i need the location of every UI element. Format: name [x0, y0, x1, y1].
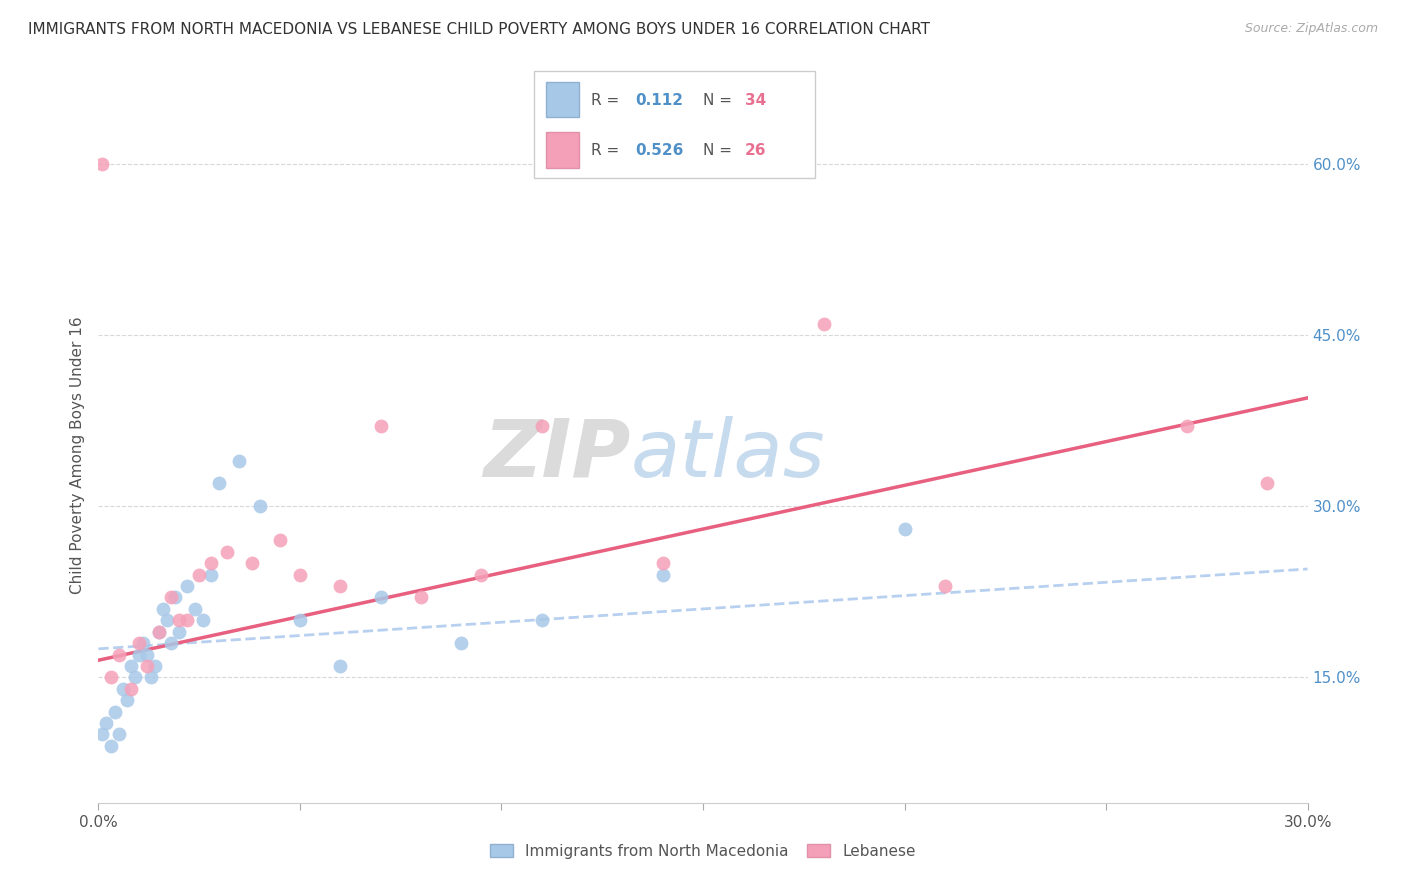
Point — [103, 705, 125, 719]
Point — [409, 591, 432, 605]
Point — [651, 567, 673, 582]
Y-axis label: Child Poverty Among Boys Under 16: Child Poverty Among Boys Under 16 — [69, 316, 84, 594]
Point — [132, 636, 155, 650]
Point — [329, 659, 352, 673]
Point — [934, 579, 956, 593]
Text: N =: N = — [703, 143, 737, 158]
Text: Source: ZipAtlas.com: Source: ZipAtlas.com — [1244, 22, 1378, 36]
Point — [1175, 419, 1198, 434]
Point — [120, 681, 142, 696]
Legend: Immigrants from North Macedonia, Lebanese: Immigrants from North Macedonia, Lebanes… — [484, 838, 922, 864]
Text: 26: 26 — [745, 143, 766, 158]
Point — [111, 681, 134, 696]
Point — [329, 579, 352, 593]
Point — [370, 419, 392, 434]
Point — [128, 648, 150, 662]
Point — [100, 739, 122, 753]
Text: R =: R = — [591, 143, 624, 158]
FancyBboxPatch shape — [534, 71, 815, 178]
Point — [269, 533, 291, 548]
Point — [107, 648, 129, 662]
Point — [193, 613, 215, 627]
Point — [96, 715, 118, 730]
Bar — [546, 132, 579, 168]
Point — [167, 624, 190, 639]
Point — [115, 693, 138, 707]
Point — [530, 613, 553, 627]
Point — [217, 545, 239, 559]
Point — [188, 567, 211, 582]
Point — [288, 613, 311, 627]
Point — [91, 157, 114, 171]
Point — [228, 453, 250, 467]
Text: atlas: atlas — [630, 416, 825, 494]
Point — [200, 567, 222, 582]
Point — [167, 613, 190, 627]
Point — [530, 419, 553, 434]
Point — [124, 670, 146, 684]
Point — [148, 624, 170, 639]
Point — [107, 727, 129, 741]
Point — [450, 636, 472, 650]
Text: ZIP: ZIP — [484, 416, 630, 494]
Point — [813, 317, 835, 331]
Point — [160, 591, 183, 605]
Point — [184, 602, 207, 616]
Point — [240, 556, 263, 570]
Point — [139, 670, 162, 684]
Text: 34: 34 — [745, 93, 766, 108]
Point — [176, 579, 198, 593]
Point — [176, 613, 198, 627]
Point — [148, 624, 170, 639]
Point — [100, 670, 122, 684]
Point — [135, 648, 157, 662]
Point — [651, 556, 673, 570]
Point — [152, 602, 174, 616]
Point — [143, 659, 166, 673]
Point — [156, 613, 179, 627]
Text: 0.526: 0.526 — [636, 143, 683, 158]
Point — [470, 567, 492, 582]
Text: IMMIGRANTS FROM NORTH MACEDONIA VS LEBANESE CHILD POVERTY AMONG BOYS UNDER 16 CO: IMMIGRANTS FROM NORTH MACEDONIA VS LEBAN… — [28, 22, 931, 37]
Point — [1256, 476, 1278, 491]
Point — [91, 727, 114, 741]
Point — [135, 659, 157, 673]
Point — [288, 567, 311, 582]
Point — [249, 500, 271, 514]
Text: 0.112: 0.112 — [636, 93, 683, 108]
Point — [160, 636, 183, 650]
Point — [163, 591, 186, 605]
Text: R =: R = — [591, 93, 624, 108]
Point — [370, 591, 392, 605]
Point — [208, 476, 231, 491]
Point — [893, 522, 915, 536]
Bar — [546, 82, 579, 118]
Point — [128, 636, 150, 650]
Text: N =: N = — [703, 93, 737, 108]
Point — [120, 659, 142, 673]
Point — [200, 556, 222, 570]
